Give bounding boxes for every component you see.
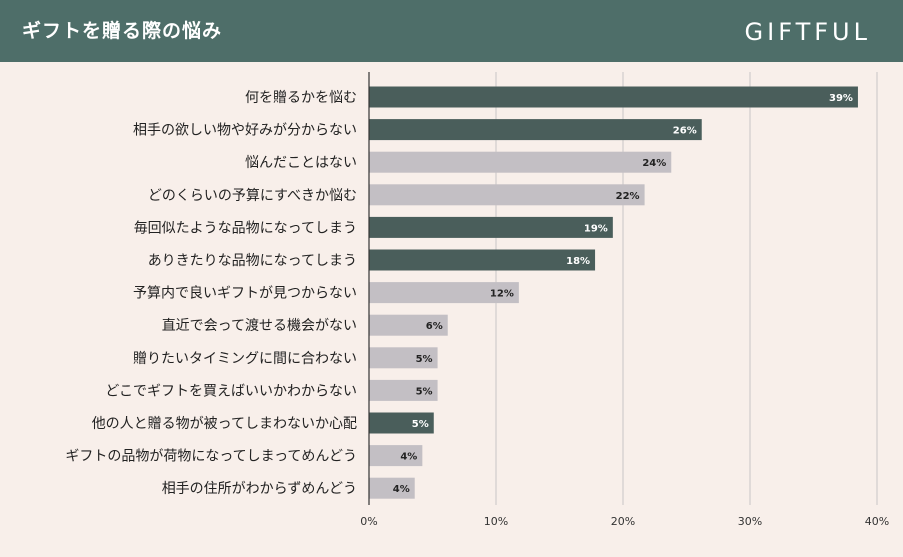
brand-logo: GIFTFUL — [744, 18, 871, 46]
bar-value-label: 19% — [584, 223, 608, 234]
bar — [369, 216, 613, 238]
bar-value-label: 5% — [416, 354, 433, 365]
x-tick-label: 30% — [738, 515, 762, 528]
category-label: 他の人と贈る物が被ってしまわないか心配 — [92, 416, 357, 432]
bar-value-label: 22% — [616, 191, 640, 202]
header-bar: ギフトを贈る際の悩み GIFTFUL — [0, 0, 903, 62]
bar-chart: 0% 10% 20% 30% 40% 39% 何を贈るかを悩む 26% 相手の欲しい物や好みが分… — [65, 72, 889, 528]
x-tick-label: 20% — [611, 515, 635, 528]
category-label: 直近で会って渡せる機会がない — [162, 317, 357, 334]
category-label: ありきたりな品物になってしまう — [148, 253, 357, 269]
bar — [369, 379, 438, 401]
bar-value-label: 18% — [566, 256, 590, 267]
category-label: 何を贈るかを悩む — [245, 90, 357, 106]
x-tick-label: 10% — [484, 515, 508, 528]
chart-title: ギフトを贈る際の悩み — [22, 20, 223, 42]
category-label: どこでギフトを買えばいいかわからない — [105, 383, 357, 399]
bar — [369, 282, 519, 304]
bar — [369, 119, 702, 141]
category-label: 贈りたいタイミングに間に合わない — [133, 351, 357, 367]
bar-value-label: 4% — [393, 484, 410, 495]
x-tick-label: 0% — [360, 515, 377, 528]
x-tick-label: 40% — [865, 515, 889, 528]
bar-value-label: 39% — [829, 93, 853, 104]
bar-value-label: 4% — [400, 452, 417, 463]
category-label: 毎回似たような品物になってしまう — [134, 220, 357, 236]
bar — [369, 477, 415, 499]
bar — [369, 249, 596, 271]
category-label: ギフトの品物が荷物になってしまってめんどう — [65, 449, 357, 465]
category-label: 相手の欲しい物や好みが分からない — [133, 123, 357, 139]
bar-value-label: 12% — [490, 289, 514, 300]
bar — [369, 412, 434, 434]
category-label: 予算内で良いギフトが見つからない — [133, 286, 357, 302]
category-label: 悩んだことはない — [245, 155, 357, 171]
bar — [369, 347, 438, 369]
bar — [369, 86, 858, 108]
bar-value-label: 5% — [416, 386, 433, 397]
category-label: 相手の住所がわからずめんどう — [162, 481, 357, 497]
bar — [369, 314, 448, 336]
category-label: どのくらいの予算にすべきか悩む — [148, 188, 357, 204]
bar-value-label: 5% — [412, 419, 429, 430]
bar — [369, 151, 672, 173]
bar-value-label: 24% — [642, 158, 666, 169]
bar-value-label: 26% — [673, 126, 697, 137]
bar — [369, 184, 645, 206]
bar — [369, 445, 423, 467]
bar-value-label: 6% — [426, 321, 443, 332]
